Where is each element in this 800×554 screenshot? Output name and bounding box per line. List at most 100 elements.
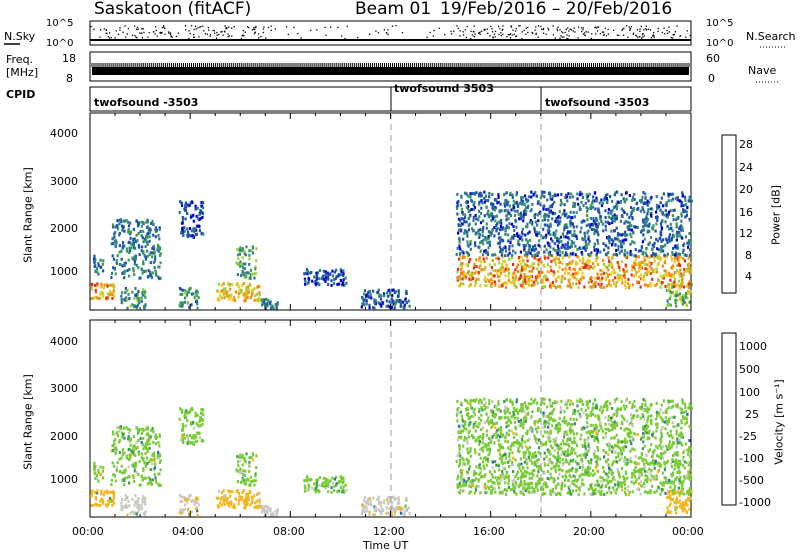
power-echo-cell	[612, 239, 615, 243]
power-echo-cell	[134, 246, 137, 250]
nsky-dot	[133, 25, 136, 27]
velocity-echo-cell	[197, 503, 200, 507]
velocity-echo-cell	[184, 503, 187, 507]
velocity-echo-cell	[646, 480, 649, 484]
power-echo-cell	[478, 233, 482, 237]
velocity-echo-cell	[632, 472, 635, 476]
nsky-dot	[514, 30, 517, 32]
velocity-echo-cell	[135, 470, 138, 474]
nsky-dot	[494, 36, 496, 38]
power-echo-cell	[686, 284, 689, 288]
velocity-echo-cell	[388, 507, 391, 511]
power-echo-cell	[468, 222, 471, 226]
power-echo-cell	[497, 236, 501, 240]
power-echo-cell	[599, 215, 602, 219]
power-echo-cell	[123, 229, 126, 233]
power-echo-cell	[152, 223, 155, 226]
velocity-echo-cell	[681, 481, 684, 485]
nsky-dot	[643, 35, 645, 37]
power-echo-cell	[471, 227, 474, 231]
power-echo-cell	[362, 300, 365, 304]
velocity-echo-cell	[140, 441, 143, 445]
nsky-dot	[344, 37, 346, 40]
nsky-dot	[542, 27, 545, 30]
power-echo-cell	[489, 272, 492, 276]
power-echo-cell	[507, 239, 510, 243]
power-echo-cell	[567, 230, 570, 234]
velocity-echo-cell	[655, 477, 658, 481]
power-echo-cell	[595, 196, 598, 200]
nsky-dot	[630, 26, 633, 28]
power-echo-cell	[607, 211, 610, 215]
power-echo-cell	[593, 282, 596, 285]
velocity-echo-cell	[246, 503, 249, 506]
power-echo-cell	[618, 265, 621, 269]
velocity-echo-cell	[188, 512, 191, 516]
power-echo-cell	[108, 289, 112, 293]
velocity-echo-cell	[316, 488, 319, 492]
power-echo-cell	[555, 255, 558, 259]
power-echo-cell	[587, 242, 590, 246]
power-echo-cell	[127, 220, 130, 224]
power-echo-cell	[590, 227, 593, 231]
nsky-dot	[689, 34, 691, 37]
nsky-dot	[141, 37, 144, 39]
power-echo-cell	[674, 244, 677, 248]
power-echo-cell	[603, 196, 606, 200]
power-echo-cell	[144, 255, 147, 259]
power-echo-cell	[604, 215, 607, 219]
power-echo-cell	[596, 238, 599, 242]
power-echo-cell	[501, 268, 504, 272]
velocity-echo-cell	[93, 472, 96, 475]
velocity-echo-cell	[146, 462, 149, 465]
velocity-echo-cell	[385, 511, 388, 515]
velocity-echo-cell	[236, 480, 239, 484]
velocity-echo-cell	[646, 474, 649, 478]
power-echo-cell	[339, 278, 342, 282]
power-echo-cell	[526, 240, 529, 244]
power-echo-cell	[688, 290, 691, 294]
power-echo-cell	[306, 281, 309, 285]
power-echo-cell	[669, 303, 672, 307]
nsky-dot	[253, 32, 256, 35]
nsky-dot	[509, 37, 512, 39]
power-echo-cell	[132, 267, 135, 271]
power-echo-cell	[550, 237, 553, 241]
power-echo-cell	[499, 239, 502, 243]
power-echo-cell	[102, 269, 105, 273]
velocity-echo-cell	[485, 463, 488, 467]
velocity-echo-cell	[639, 474, 642, 478]
nsky-dot	[184, 25, 187, 27]
velocity-echo-cell	[187, 411, 190, 415]
velocity-echo-cell	[507, 479, 511, 482]
power-echo-cell	[178, 210, 181, 214]
nsky-dot	[383, 29, 385, 31]
power-echo-cell	[479, 221, 483, 225]
power-echo-cell	[466, 234, 469, 238]
velocity-echo-cell	[303, 479, 306, 483]
velocity-echo-cell	[467, 477, 470, 480]
power-echo-cell	[459, 219, 462, 223]
power-echo-cell	[611, 279, 615, 282]
velocity-echo-cell	[313, 488, 316, 492]
velocity-echo-cell	[663, 466, 667, 470]
power-echo-cell	[629, 242, 632, 246]
nsky-dot	[568, 30, 570, 32]
velocity-echo-cell	[191, 441, 194, 445]
xtick-label: 20:00	[573, 525, 605, 538]
power-echo-cell	[472, 266, 476, 270]
velocity-echo-cell	[567, 491, 570, 495]
power-echo-cell	[633, 241, 636, 245]
power-echo-cell	[662, 249, 665, 253]
power-echo-cell	[676, 269, 679, 273]
power-echo-cell	[580, 200, 583, 204]
power-echo-cell	[585, 193, 588, 197]
power-echo-cell	[596, 230, 599, 234]
power-echo-cell	[477, 232, 480, 236]
power-echo-cell	[628, 216, 631, 220]
velocity-echo-cell	[679, 479, 682, 483]
velocity-echo-cell	[625, 493, 628, 497]
power-echo-cell	[195, 228, 198, 232]
power-echo-cell	[616, 237, 619, 241]
power-echo-cell	[527, 283, 530, 287]
